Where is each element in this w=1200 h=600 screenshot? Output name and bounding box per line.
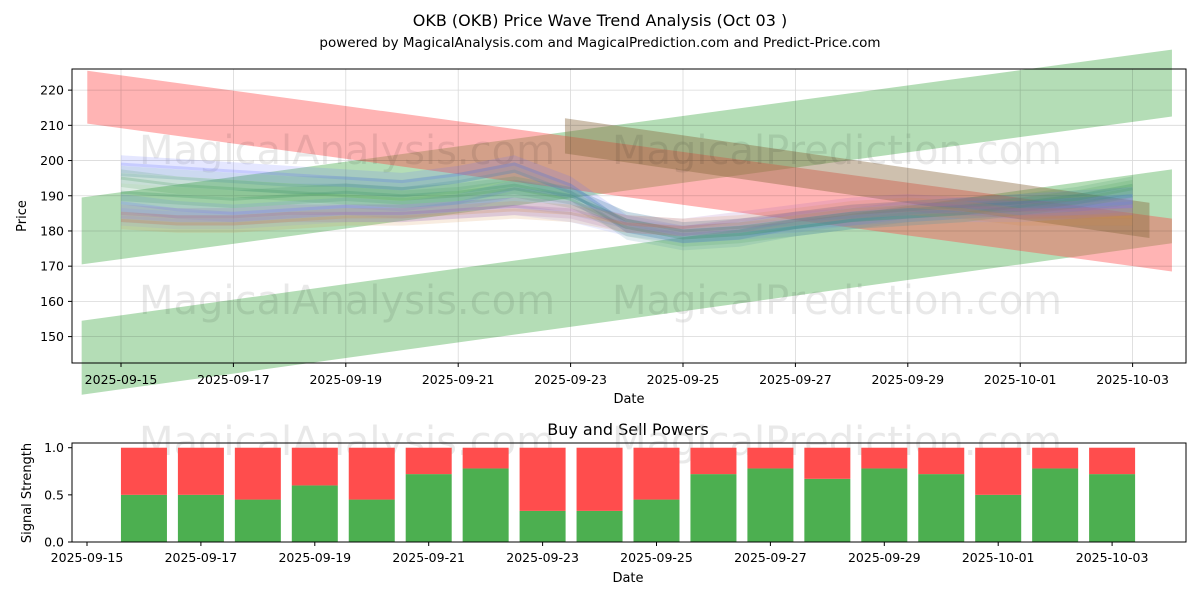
sell-power-bar [519, 447, 566, 511]
buy-power-bar [918, 474, 965, 542]
price-y-tick-label: 210 [40, 118, 64, 133]
buy-power-bar [348, 499, 395, 542]
price-x-tick-label: 2025-10-01 [984, 372, 1057, 387]
buy-power-bar [804, 478, 851, 542]
price-x-tick-label: 2025-09-17 [197, 372, 270, 387]
buy-power-bar [519, 510, 566, 542]
price-x-tick-label: 2025-09-25 [647, 372, 720, 387]
price-y-tick-label: 160 [40, 294, 64, 309]
power-x-tick-label: 2025-09-15 [51, 550, 124, 565]
green-wave-2-line [120, 183, 1133, 233]
price-x-tick-label: 2025-09-21 [422, 372, 495, 387]
power-y-tick-label: 1.0 [44, 440, 64, 455]
teal-wave [121, 162, 1133, 251]
power-x-tick-label: 2025-09-19 [278, 550, 351, 565]
buy-power-bar [690, 474, 737, 542]
price-x-axis-label: Date [613, 392, 644, 407]
power-y-tick-label: 0.0 [44, 535, 64, 550]
blue-wave-3-line [120, 204, 1133, 236]
price-y-tick-label: 170 [40, 259, 64, 274]
sell-power-bar [633, 447, 680, 500]
sell-power-bar [918, 447, 965, 475]
green-wave-2 [121, 176, 1133, 240]
sell-power-bar [234, 447, 281, 500]
brown-peak-band [564, 118, 1150, 239]
power-x-tick-label: 2025-09-29 [848, 550, 921, 565]
price-x-tick-label: 2025-10-03 [1096, 372, 1169, 387]
orange-wave-line [120, 204, 1133, 229]
green-wave-1-line [120, 176, 1133, 240]
power-x-tick-label: 2025-09-23 [506, 550, 579, 565]
power-x-tick-label: 2025-10-01 [962, 550, 1035, 565]
price-y-axis-label: Price [15, 200, 30, 232]
price-y-tick-label: 150 [40, 329, 64, 344]
blue-wave-2-line [120, 187, 1133, 233]
buy-power-bar [747, 468, 794, 542]
buy-power-bar [234, 499, 281, 542]
power-y-tick-label: 0.5 [44, 487, 64, 502]
blue-wave-1-line [120, 162, 1133, 236]
blue-wave-1 [121, 155, 1133, 244]
sell-power-bar [804, 447, 851, 479]
buy-power-bar [1032, 468, 1079, 542]
buy-power-bar [120, 494, 167, 542]
sell-power-bar [120, 447, 167, 495]
price-y-tick-label: 220 [40, 83, 64, 98]
power-x-tick-label: 2025-09-21 [392, 550, 465, 565]
price-x-tick-label: 2025-09-29 [871, 372, 944, 387]
orange-wave [121, 197, 1133, 237]
buy-power-bar [975, 494, 1022, 542]
sell-power-bar [291, 447, 338, 486]
main-chart-title: OKB (OKB) Price Wave Trend Analysis (Oct… [413, 11, 787, 30]
price-y-tick-label: 190 [40, 188, 64, 203]
green-wave-1 [121, 169, 1133, 247]
buy-power-bar [861, 468, 908, 542]
sell-power-bar [1032, 447, 1079, 469]
power-chart: Buy and Sell Powers MagicalAnalysis.com M… [20, 419, 1187, 586]
price-x-tick-label: 2025-09-19 [309, 372, 382, 387]
power-x-tick-label: 2025-09-25 [620, 550, 693, 565]
blue-wave-3 [121, 197, 1133, 244]
sell-power-bar [348, 447, 395, 500]
power-plot-frame [71, 442, 1187, 543]
price-y-tick-label: 180 [40, 223, 64, 238]
purple-wave [121, 193, 1133, 237]
purple-wave-line [120, 201, 1133, 229]
sell-power-bar [747, 447, 794, 469]
power-x-tick-label: 2025-09-17 [165, 550, 238, 565]
power-x-tick-label: 2025-09-27 [734, 550, 807, 565]
buy-power-bar [291, 485, 338, 542]
price-chart: MagicalAnalysis.com MagicalPrediction.com… [15, 49, 1187, 407]
buy-power-bar [576, 510, 623, 542]
price-plot-frame [71, 68, 1187, 364]
sell-power-bar [177, 447, 224, 495]
power-x-axis-label: Date [612, 571, 643, 586]
price-y-tick-label: 200 [40, 153, 64, 168]
price-x-tick-label: 2025-09-27 [759, 372, 832, 387]
power-chart-title: Buy and Sell Powers [547, 420, 709, 439]
main-chart-subtitle: powered by MagicalAnalysis.com and Magic… [319, 35, 880, 51]
power-x-tick-label: 2025-10-03 [1076, 550, 1149, 565]
price-x-tick-label: 2025-09-23 [534, 372, 607, 387]
power-y-axis-label: Signal Strength [20, 443, 35, 543]
sell-power-bar [462, 447, 509, 469]
sell-power-bar [1089, 447, 1136, 475]
buy-power-bar [177, 494, 224, 542]
buy-power-bar [1089, 474, 1136, 542]
sell-power-bar [405, 447, 452, 475]
sell-power-bar [975, 447, 1022, 495]
red-down-band [87, 70, 1172, 272]
buy-power-bar [462, 468, 509, 542]
teal-wave-line [120, 169, 1133, 244]
blue-wave-2 [121, 179, 1133, 240]
price-x-tick-label: 2025-09-15 [85, 372, 158, 387]
sell-power-bar [576, 447, 623, 511]
sell-power-bar [861, 447, 908, 469]
buy-power-bar [405, 474, 452, 542]
buy-power-bar [633, 499, 680, 542]
sell-power-bar [690, 447, 737, 475]
